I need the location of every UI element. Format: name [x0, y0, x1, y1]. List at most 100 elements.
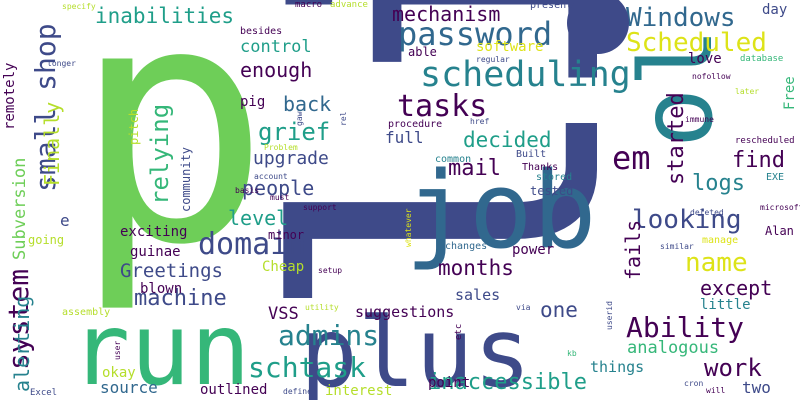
word-pig: pig — [240, 94, 266, 110]
word-control: control — [240, 37, 312, 57]
word-similar: similar — [660, 242, 694, 251]
word-besides: besides — [240, 26, 283, 37]
word-grief: grief — [258, 118, 331, 146]
word-going: going — [28, 233, 65, 247]
word-must: must — [270, 193, 290, 202]
word-upgrade: upgrade — [253, 148, 329, 169]
word-things: things — [590, 358, 645, 376]
word-alan: Alan — [765, 224, 794, 238]
word-nofollow: nofollow — [692, 72, 731, 81]
word-name: name — [685, 248, 748, 278]
letter-dot-shape — [567, 0, 629, 54]
word-inaccessible: inaccessible — [428, 370, 587, 395]
word-cheap: Cheap — [262, 259, 305, 275]
word-will: will — [706, 386, 726, 395]
word-rel: rel — [339, 111, 348, 126]
word-setup: setup — [318, 266, 343, 275]
word-longer: longer — [47, 59, 76, 68]
word-gaw: gaw — [295, 111, 304, 126]
word-changes: changes — [445, 241, 488, 252]
word-back: back — [283, 92, 332, 116]
word-tasks: tasks — [397, 89, 488, 124]
word-user: user — [113, 340, 122, 360]
word-excel: Excel — [30, 388, 58, 398]
word-password: password — [398, 15, 553, 53]
word-point: point — [428, 375, 471, 391]
word-userid: userid — [605, 301, 614, 330]
word-mechanism: mechanism — [392, 2, 501, 26]
word-microsoft: microsoft — [760, 203, 800, 212]
word-regular: regular — [476, 55, 510, 64]
word-interest: interest — [325, 383, 393, 399]
word-plus: plus — [300, 297, 532, 400]
word-admins: admins — [278, 319, 380, 352]
word-started: started — [664, 92, 689, 185]
word-full: full — [385, 128, 424, 147]
word-mail: mail — [448, 156, 501, 181]
word-built: Built — [516, 149, 547, 160]
word-machine: machine — [134, 286, 227, 311]
word-assembly: assembly — [62, 307, 111, 318]
word-via: via — [516, 303, 531, 312]
word-sales: sales — [455, 286, 501, 304]
word-common: common — [435, 154, 472, 165]
word-alerting: alerting — [10, 295, 34, 392]
word-stored: stored — [536, 172, 573, 183]
word-specify: specify — [62, 2, 96, 11]
word-source: source — [100, 378, 158, 397]
word-day: day — [762, 2, 788, 18]
word-power: power — [512, 242, 555, 258]
word-kb: kb — [567, 349, 577, 358]
word-scheduling: scheduling — [420, 55, 631, 95]
word-presentations: presentations — [530, 0, 609, 11]
word-two: two — [742, 378, 771, 397]
word-etc: etc — [454, 323, 464, 340]
word-schtask: schtask — [248, 351, 367, 384]
word-minor: minor — [268, 228, 305, 242]
word-enough: enough — [240, 58, 313, 82]
word-immune: immune — [685, 115, 714, 124]
word-looking: looking — [632, 205, 742, 235]
word-rescheduled: rescheduled — [735, 136, 795, 146]
word-blown: blown — [140, 281, 183, 297]
word-href: href — [470, 117, 490, 126]
word-tested: tested — [530, 184, 574, 198]
word-exe: EXE — [766, 172, 785, 183]
word-logs: logs — [692, 171, 745, 196]
word-cron: cron — [684, 379, 704, 388]
word-guinae: guinae — [130, 244, 181, 260]
word-later: later — [735, 87, 760, 96]
word-remotely: remotely — [2, 62, 18, 130]
word-suggestions: suggestions — [355, 303, 455, 321]
word-advance: advance — [330, 0, 368, 10]
word-find: find — [732, 148, 785, 173]
word-job: job — [405, 149, 597, 272]
word-exciting: exciting — [120, 224, 188, 240]
word-months: months — [438, 256, 514, 280]
word-little: little — [700, 297, 751, 313]
word-thanks: Thanks — [522, 162, 559, 173]
word-account: account — [254, 172, 288, 181]
word-greetings: Greetings — [120, 260, 223, 282]
word-em: em — [612, 139, 651, 177]
word-one: one — [540, 298, 578, 322]
word-manage: manage — [702, 235, 739, 246]
word-okay: okay — [102, 365, 136, 381]
word-love: love — [688, 51, 722, 67]
word-community: community — [179, 146, 193, 212]
word-support: support — [303, 203, 337, 212]
word-pitch: pitch — [127, 108, 141, 145]
word-problem: Problem — [264, 143, 298, 152]
word-finally: Finally — [40, 101, 64, 186]
word-decided: decided — [463, 128, 552, 152]
word-level: level — [228, 206, 289, 230]
word-inabilities: inabilities — [95, 4, 235, 28]
word-deleted: deleted — [690, 208, 724, 217]
word-software: software — [476, 39, 544, 55]
word-basis: basis — [235, 186, 260, 195]
word-fails: fails — [621, 219, 645, 280]
word-define: define — [283, 387, 312, 396]
word-domain: domain — [198, 227, 307, 262]
word-procedure: procedure — [388, 119, 443, 130]
